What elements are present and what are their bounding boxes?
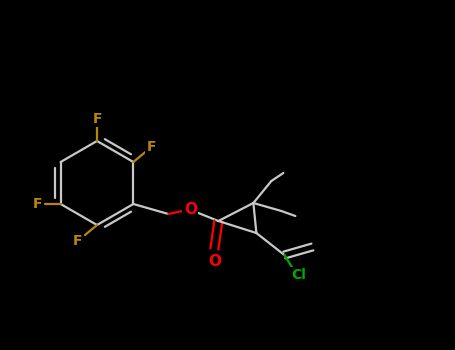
- Text: Cl: Cl: [291, 268, 306, 282]
- Text: F: F: [73, 234, 83, 248]
- Text: F: F: [33, 197, 42, 211]
- Text: O: O: [208, 253, 221, 268]
- Text: O: O: [184, 202, 197, 217]
- Text: F: F: [92, 112, 102, 126]
- Text: F: F: [147, 140, 156, 154]
